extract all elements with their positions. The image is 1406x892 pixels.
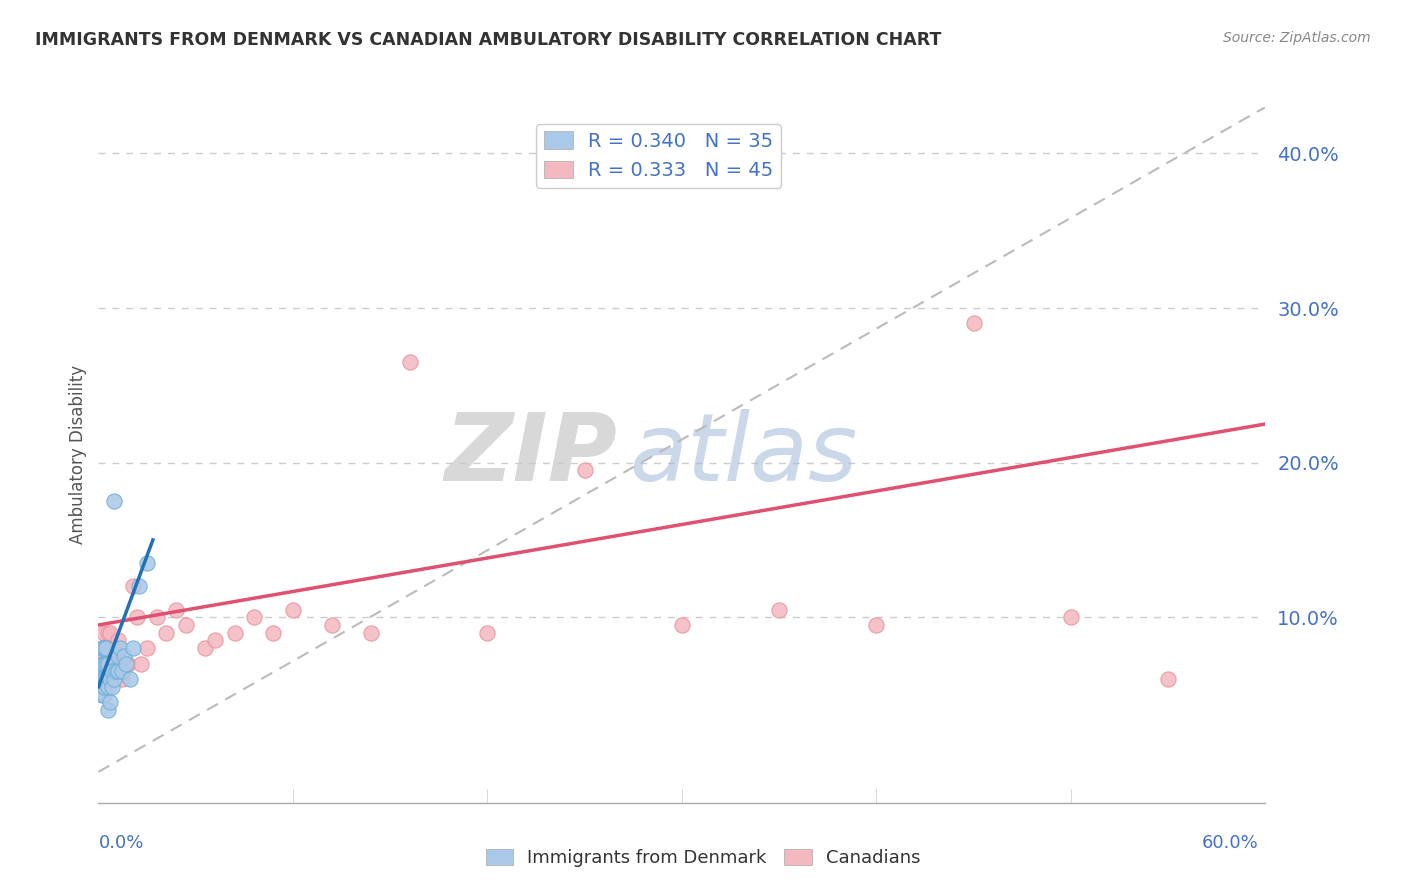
Point — [1157, 672, 1180, 686]
Point — [118, 672, 141, 686]
Point — [98, 625, 121, 640]
Text: Source: ZipAtlas.com: Source: ZipAtlas.com — [1223, 31, 1371, 45]
Point — [398, 355, 420, 369]
Point — [574, 463, 596, 477]
Point — [89, 672, 111, 686]
Point — [224, 625, 246, 640]
Point — [93, 680, 115, 694]
Point — [165, 602, 187, 616]
Point — [477, 625, 499, 640]
Point — [93, 657, 115, 671]
Point — [89, 680, 111, 694]
Point — [204, 633, 226, 648]
Point — [97, 657, 120, 671]
Point — [96, 672, 118, 686]
Point — [122, 641, 145, 656]
Text: IMMIGRANTS FROM DENMARK VS CANADIAN AMBULATORY DISABILITY CORRELATION CHART: IMMIGRANTS FROM DENMARK VS CANADIAN AMBU… — [35, 31, 942, 49]
Text: 0.0%: 0.0% — [98, 834, 143, 852]
Point — [103, 672, 125, 686]
Text: atlas: atlas — [630, 409, 858, 500]
Text: ZIP: ZIP — [444, 409, 617, 501]
Legend: Immigrants from Denmark, Canadians: Immigrants from Denmark, Canadians — [478, 841, 928, 874]
Point — [91, 672, 114, 686]
Point — [127, 610, 149, 624]
Point — [103, 672, 125, 686]
Point — [768, 602, 790, 616]
Point — [107, 657, 129, 671]
Y-axis label: Ambulatory Disability: Ambulatory Disability — [69, 366, 87, 544]
Point — [97, 703, 120, 717]
Point — [107, 648, 129, 663]
Point — [93, 657, 115, 671]
Point — [107, 633, 129, 648]
Point — [155, 625, 177, 640]
Point — [89, 672, 111, 686]
Point — [111, 672, 134, 686]
Point — [98, 672, 121, 686]
Point — [91, 657, 114, 671]
Point — [108, 641, 131, 656]
Point — [101, 680, 124, 694]
Point — [101, 641, 124, 656]
Point — [136, 641, 159, 656]
Point — [129, 657, 152, 671]
Point — [97, 625, 120, 640]
Point — [174, 618, 197, 632]
Point — [96, 657, 118, 671]
Point — [91, 648, 114, 663]
Text: 60.0%: 60.0% — [1202, 834, 1258, 852]
Point — [128, 579, 150, 593]
Point — [103, 494, 125, 508]
Point — [243, 610, 266, 624]
Legend: R = 0.340   N = 35, R = 0.333   N = 45: R = 0.340 N = 35, R = 0.333 N = 45 — [536, 124, 782, 187]
Point — [98, 695, 121, 709]
Point — [262, 625, 284, 640]
Point — [111, 665, 134, 679]
Point — [93, 625, 115, 640]
Point — [93, 672, 115, 686]
Point — [281, 602, 304, 616]
Point — [89, 665, 111, 679]
Point — [865, 618, 887, 632]
Point — [103, 641, 125, 656]
Point — [101, 657, 124, 671]
Point — [91, 688, 114, 702]
Point — [146, 610, 169, 624]
Point — [671, 618, 693, 632]
Point — [321, 618, 343, 632]
Point — [96, 641, 118, 656]
Point — [136, 556, 159, 570]
Point — [91, 641, 114, 656]
Point — [122, 579, 145, 593]
Point — [101, 665, 124, 679]
Point — [98, 641, 121, 656]
Point — [962, 317, 984, 331]
Point — [112, 648, 135, 663]
Point — [89, 657, 111, 671]
Point — [93, 641, 115, 656]
Point — [1060, 610, 1083, 624]
Point — [91, 641, 114, 656]
Point — [97, 680, 120, 694]
Point — [97, 657, 120, 671]
Point — [107, 665, 129, 679]
Point — [104, 665, 127, 679]
Point — [117, 657, 139, 671]
Point — [114, 657, 136, 671]
Point — [93, 688, 115, 702]
Point — [194, 641, 217, 656]
Point — [360, 625, 382, 640]
Point — [96, 672, 118, 686]
Point — [96, 641, 118, 656]
